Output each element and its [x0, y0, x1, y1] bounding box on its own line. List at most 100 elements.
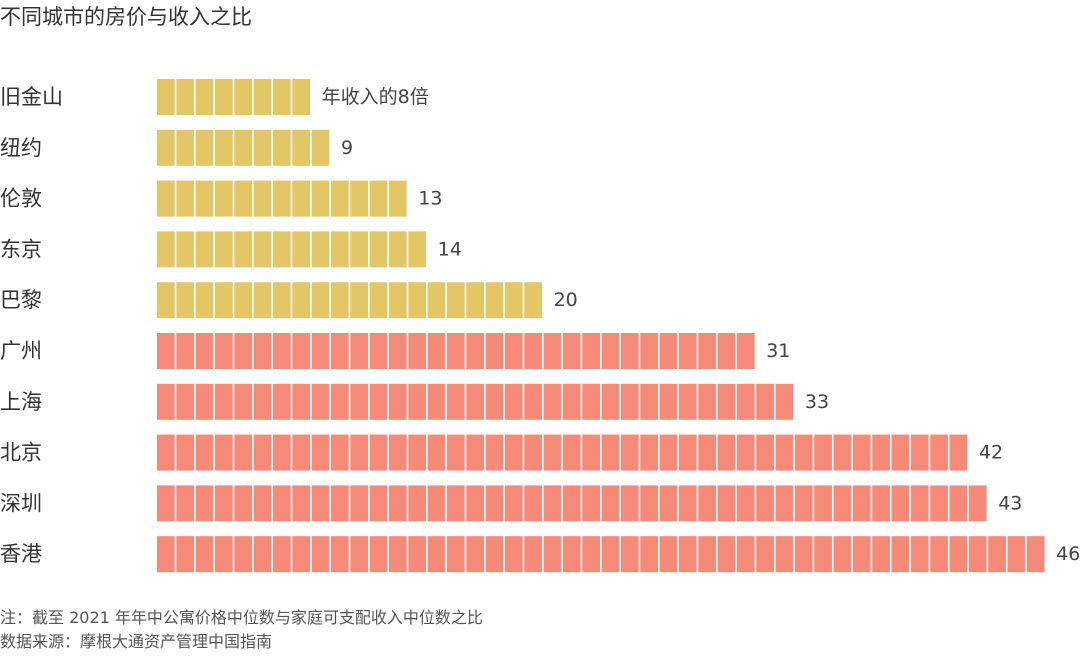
bar-segment	[466, 434, 485, 471]
bar-segment	[736, 383, 755, 420]
bar-segment	[176, 383, 195, 420]
bar-segment	[408, 333, 427, 369]
bar-segment	[369, 180, 388, 217]
bar-segment	[756, 383, 774, 420]
bar-segment	[756, 434, 774, 471]
bar-segment	[330, 333, 349, 369]
bar-segment	[195, 383, 214, 420]
value-label: 20	[554, 289, 578, 311]
category-label: 伦敦	[0, 187, 42, 211]
bar	[157, 485, 987, 522]
bar-segment	[311, 333, 330, 369]
bar-segment	[852, 434, 871, 471]
bar-segment	[408, 231, 427, 268]
bar-segment	[601, 485, 620, 522]
category-label: 香港	[0, 542, 42, 566]
bar-segment	[253, 434, 272, 471]
bar	[157, 129, 330, 166]
bar-segment	[350, 485, 369, 522]
bar-segment	[311, 282, 330, 319]
bar-segment	[253, 129, 272, 166]
bar-row: 深圳 43	[0, 485, 1022, 522]
bar-segment	[214, 383, 233, 420]
bar-segment	[504, 485, 523, 522]
bar-segment	[504, 434, 523, 471]
bar-segment	[157, 383, 175, 420]
bar-segment	[195, 333, 214, 369]
bar-segment	[678, 485, 697, 522]
bar-segment	[930, 536, 948, 573]
bar-segment	[214, 434, 233, 471]
bar-segment	[466, 485, 485, 522]
bar-segment	[717, 333, 736, 369]
bar-segment	[659, 536, 678, 573]
bar-segment	[640, 536, 658, 573]
bar-segment	[234, 383, 253, 420]
bar-segment	[388, 434, 407, 471]
bar-segment	[292, 333, 311, 369]
bar-segment	[369, 536, 388, 573]
bar-segment	[698, 383, 716, 420]
bar-segment	[292, 434, 311, 471]
value-label: 42	[979, 442, 1003, 464]
bar-segment	[698, 485, 716, 522]
bar-segment	[369, 282, 388, 319]
bar	[157, 536, 1045, 573]
bar-segment	[949, 434, 968, 471]
bar-segment	[852, 485, 871, 522]
bar-segment	[833, 485, 852, 522]
bar-segment	[388, 231, 407, 268]
bar-segment	[833, 536, 852, 573]
bar-segment	[311, 485, 330, 522]
bar-segment	[504, 536, 523, 573]
bar-segment	[640, 485, 658, 522]
bar-segment	[350, 536, 369, 573]
bar-segment	[176, 79, 195, 115]
bar-segment	[794, 434, 813, 471]
bar-segment	[388, 180, 407, 217]
bar-segment	[253, 536, 272, 573]
bar-segment	[408, 485, 427, 522]
bar-segment	[640, 333, 658, 369]
bar-segment	[330, 282, 349, 319]
bar-segment	[562, 383, 581, 420]
value-label: 年收入的8倍	[322, 86, 429, 108]
bar-segment	[311, 536, 330, 573]
bar-segment	[176, 282, 195, 319]
bar-segment	[814, 485, 832, 522]
bar-segment	[214, 333, 233, 369]
bar-segment	[872, 485, 890, 522]
bar-segment	[872, 536, 890, 573]
bar-segment	[601, 383, 620, 420]
bar-segment	[253, 333, 272, 369]
bar-segment	[678, 333, 697, 369]
bar-segment	[214, 536, 233, 573]
bar-segment	[620, 485, 639, 522]
bar-segment	[949, 485, 968, 522]
bar-segment	[582, 434, 600, 471]
bar-segment	[253, 383, 272, 420]
bar	[157, 333, 755, 369]
bar-segment	[176, 434, 195, 471]
bar-segment	[369, 333, 388, 369]
value-label: 46	[1056, 543, 1080, 565]
bar-segment	[794, 536, 813, 573]
bar-segment	[388, 383, 407, 420]
bar-segment	[408, 282, 427, 319]
bar-segment	[311, 231, 330, 268]
bar-segment	[253, 231, 272, 268]
bar-segment	[176, 485, 195, 522]
bar-segment	[427, 282, 446, 319]
bar-segment	[736, 333, 755, 369]
bar-row: 纽约 9	[0, 129, 353, 166]
bar-segment	[524, 282, 542, 319]
bar-segment	[1007, 536, 1026, 573]
bar-segment	[157, 79, 175, 115]
bar-segment	[330, 383, 349, 420]
bar-segment	[311, 434, 330, 471]
bar-segment	[195, 231, 214, 268]
bar-segment	[949, 536, 968, 573]
bar-segment	[640, 434, 658, 471]
bar-segment	[891, 536, 910, 573]
